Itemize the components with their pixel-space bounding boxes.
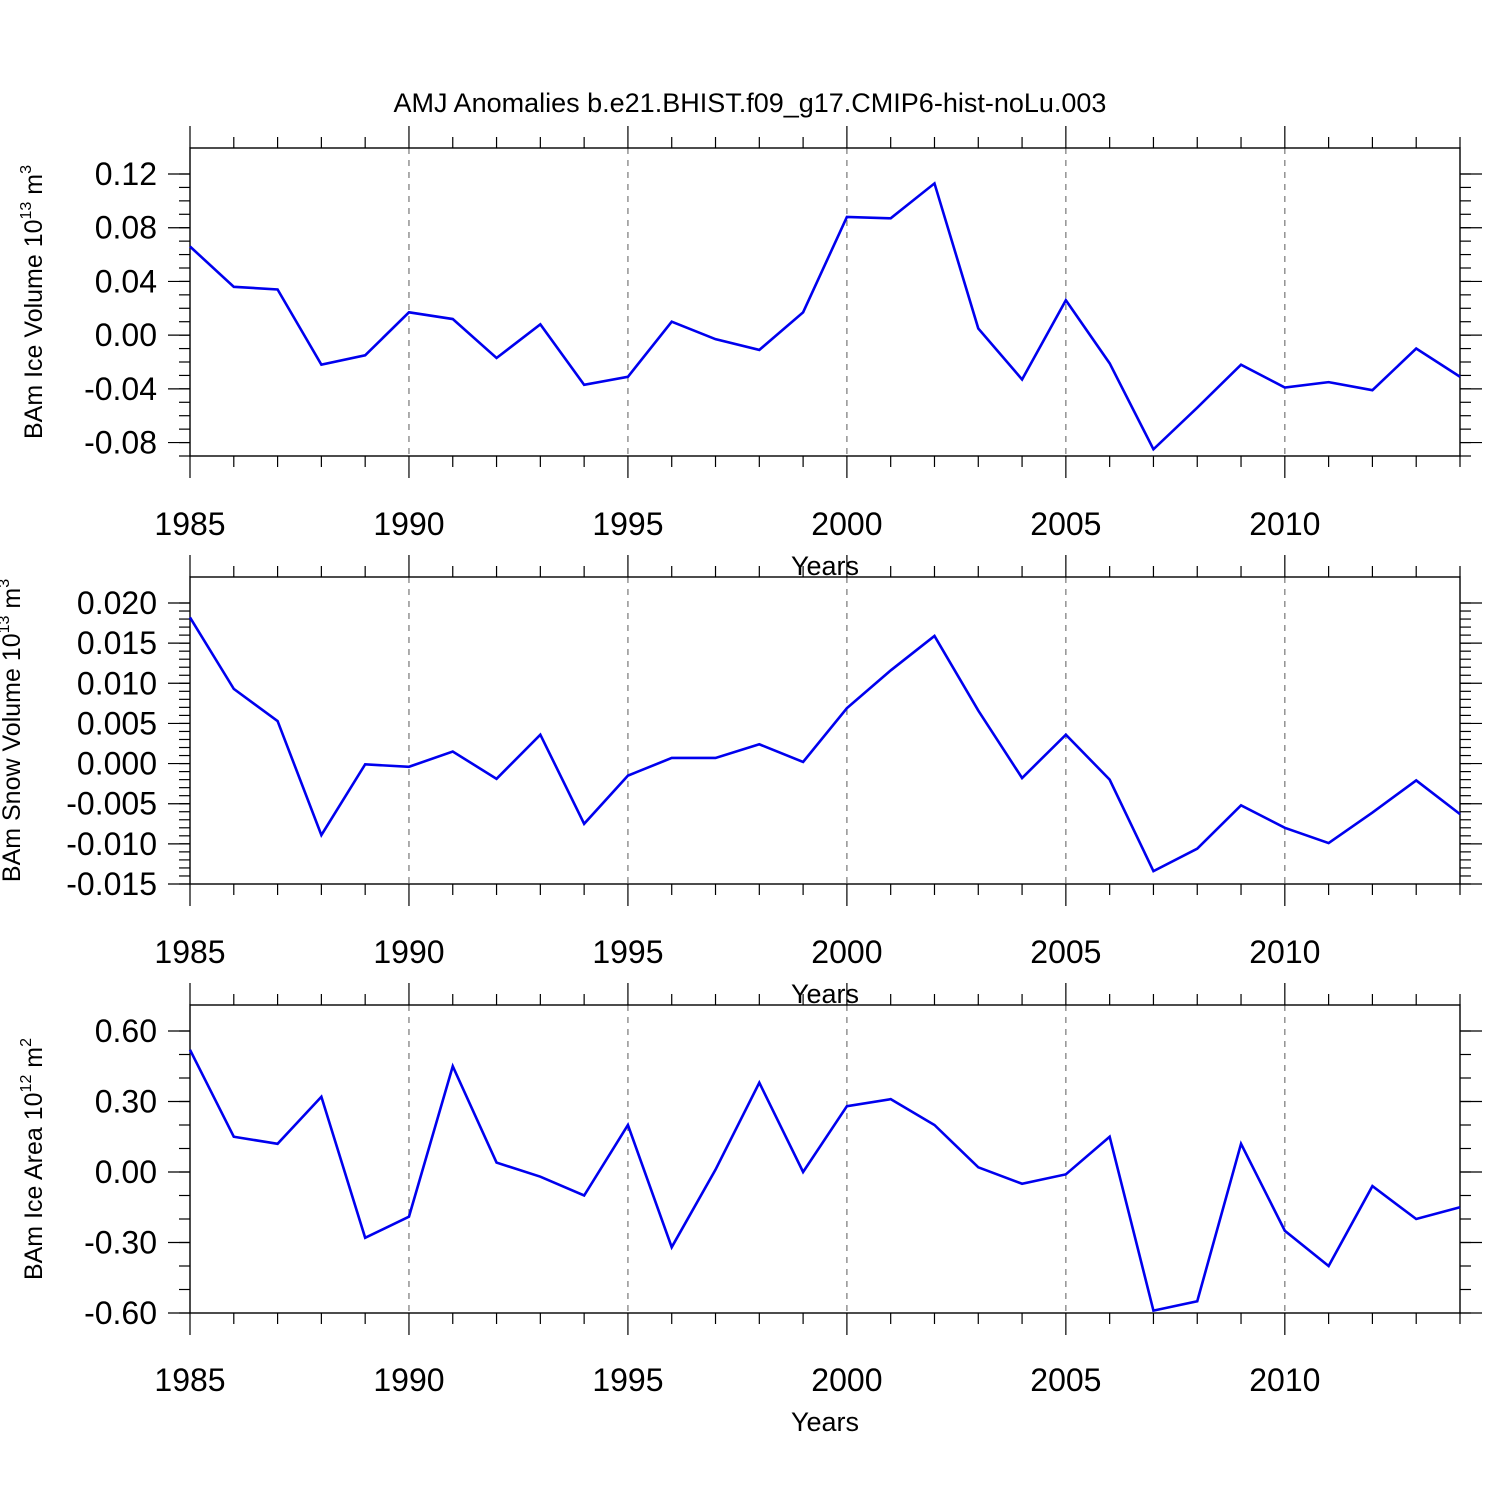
panel-1: -0.08 -0.04 0.00 0.04 0.08 0.12 1985 1990 1995 20… bbox=[18, 126, 1482, 581]
y-axis-label: BAm Ice Area 1012 m2 bbox=[18, 1038, 48, 1280]
y-tick-label-m0p015: -0.015 bbox=[66, 866, 157, 902]
y-axis-label-text: BAm Ice Volume 10 bbox=[20, 219, 48, 439]
y-axis-label: BAm Snow Volume 1013 m3 bbox=[0, 579, 26, 882]
y-tick-label-0p04: 0.04 bbox=[95, 263, 157, 299]
x-tick-label-2005: 2005 bbox=[1030, 506, 1101, 542]
y-tick-label-0p015: 0.015 bbox=[77, 625, 157, 661]
x-tick-label-1985: 1985 bbox=[154, 934, 225, 970]
y-tick-label-m0p6: -0.60 bbox=[84, 1295, 157, 1331]
x-tick-label-1985: 1985 bbox=[154, 506, 225, 542]
x-tick-label-1995: 1995 bbox=[592, 506, 663, 542]
x-axis-label: Years bbox=[791, 551, 859, 581]
y-tick-label-0: 0.00 bbox=[95, 317, 157, 353]
y-axis-label-exponent: 13 bbox=[18, 202, 35, 220]
x-tick-label-2010: 2010 bbox=[1249, 1362, 1320, 1398]
y-tick-label-m0p04: -0.04 bbox=[84, 371, 157, 407]
x-tick-label-2000: 2000 bbox=[811, 1362, 882, 1398]
series-line-bam-snow-volume bbox=[188, 616, 1461, 873]
y-tick-label-0p12: 0.12 bbox=[95, 156, 157, 192]
y-axis-label-exponent: 12 bbox=[18, 1075, 35, 1093]
x-axis-label: Years bbox=[791, 1407, 859, 1437]
y-tick-label-0p3: 0.30 bbox=[95, 1084, 157, 1120]
y-axis-label-unit-exponent: 2 bbox=[18, 1038, 35, 1047]
x-tick-label-2010: 2010 bbox=[1249, 506, 1320, 542]
y-axis-label-text: BAm Ice Area 10 bbox=[20, 1092, 48, 1280]
x-tick-label-1985: 1985 bbox=[154, 1362, 225, 1398]
x-tick-label-2000: 2000 bbox=[811, 506, 882, 542]
figure-title: AMJ Anomalies b.e21.BHIST.f09_g17.CMIP6-… bbox=[394, 88, 1107, 118]
y-axis-label: BAm Ice Volume 1013 m3 bbox=[18, 165, 48, 439]
plot-frame bbox=[189, 576, 1461, 885]
plot-frame bbox=[189, 147, 1461, 457]
y-tick-label-m0p3: -0.30 bbox=[84, 1225, 157, 1261]
plot-frame bbox=[189, 1004, 1461, 1314]
y-axis-label-text: BAm Snow Volume 10 bbox=[0, 633, 26, 882]
y-tick-label-0p005: 0.005 bbox=[77, 705, 157, 741]
y-tick-label-m0p08: -0.08 bbox=[84, 425, 157, 461]
y-tick-label-0p02: 0.020 bbox=[77, 585, 157, 621]
panel-2: -0.015 -0.010 -0.005 0.000 0.005 0.010 0.015 0.… bbox=[0, 555, 1482, 1009]
x-tick-label-2010: 2010 bbox=[1249, 934, 1320, 970]
y-tick-label-0p01: 0.010 bbox=[77, 665, 157, 701]
x-tick-label-2005: 2005 bbox=[1030, 1362, 1101, 1398]
y-tick-label-0p6: 0.60 bbox=[95, 1013, 157, 1049]
x-tick-label-1995: 1995 bbox=[592, 934, 663, 970]
y-tick-label-0p08: 0.08 bbox=[95, 210, 157, 246]
y-tick-label-0: 0.00 bbox=[95, 1154, 157, 1190]
x-tick-label-1990: 1990 bbox=[373, 934, 444, 970]
x-tick-label-2005: 2005 bbox=[1030, 934, 1101, 970]
series-line-bam-ice-volume bbox=[189, 181, 1461, 452]
y-tick-label-0: 0.000 bbox=[77, 746, 157, 782]
y-axis-label-exponent: 13 bbox=[0, 615, 13, 633]
y-tick-label-m0p01: -0.010 bbox=[66, 826, 157, 862]
y-axis-label-unit-exponent: 3 bbox=[18, 165, 35, 174]
x-tick-label-2000: 2000 bbox=[811, 934, 882, 970]
y-axis-label-unit: m bbox=[0, 588, 26, 616]
x-tick-label-1995: 1995 bbox=[592, 1362, 663, 1398]
x-tick-label-1990: 1990 bbox=[373, 1362, 444, 1398]
x-tick-label-1990: 1990 bbox=[373, 506, 444, 542]
series-line-bam-ice-area bbox=[188, 1049, 1461, 1313]
x-axis-label: Years bbox=[791, 979, 859, 1009]
y-tick-label-m0p005: -0.005 bbox=[66, 786, 157, 822]
y-axis-label-unit: m bbox=[20, 174, 48, 202]
panel-3: -0.60 -0.30 0.00 0.30 0.60 1985 1990 1995 2000 20… bbox=[18, 983, 1482, 1437]
y-axis-label-unit-exponent: 3 bbox=[0, 579, 13, 588]
y-axis-label-unit: m bbox=[20, 1047, 48, 1075]
